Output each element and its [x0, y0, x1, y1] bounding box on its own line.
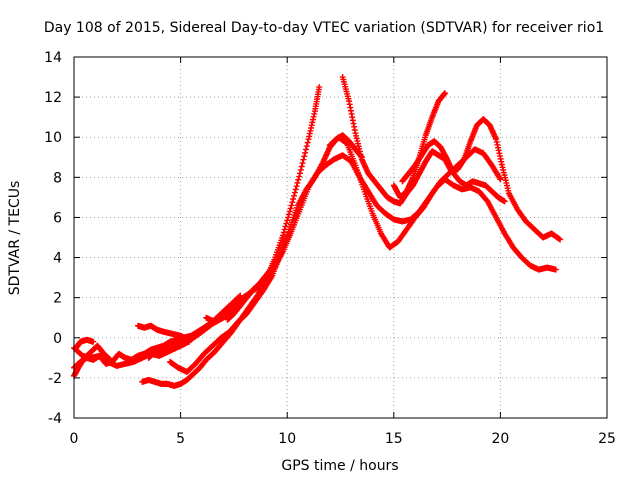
data-point	[279, 232, 286, 239]
x-tick-label: 25	[598, 431, 616, 447]
series-sat-j	[224, 264, 276, 323]
y-axis-label: SDTVAR / TECUs	[7, 181, 23, 296]
data-point	[284, 217, 291, 224]
data-point	[283, 220, 290, 227]
data-point	[296, 170, 303, 177]
y-tick-label: 4	[53, 251, 62, 267]
data-point	[302, 149, 309, 156]
series-sat-g	[145, 338, 193, 361]
axis-tick-labels: 0 5 10 15 20 25 -4 -2 0 2 4 6 8 10 12 14	[44, 50, 616, 447]
x-tick-label: 20	[491, 431, 509, 447]
y-tick-label: 2	[53, 291, 62, 307]
data-point	[299, 160, 306, 167]
series-sat-h	[166, 134, 504, 375]
axis-ticks	[73, 56, 608, 419]
data-point	[285, 211, 292, 218]
y-tick-label: 8	[53, 170, 62, 186]
data-point	[552, 266, 559, 273]
y-tick-label: 10	[44, 130, 62, 146]
data-point	[501, 198, 508, 205]
data-point	[292, 186, 299, 193]
data-point	[557, 236, 564, 243]
data-point	[294, 179, 301, 186]
x-axis-label: GPS time / hours	[281, 458, 398, 474]
x-tick-label: 0	[70, 431, 79, 447]
data-point	[295, 176, 302, 183]
data-point	[90, 338, 97, 345]
data-point	[302, 146, 309, 153]
data-point	[203, 324, 210, 331]
data-points	[71, 74, 564, 389]
data-point	[301, 153, 308, 160]
data-point	[298, 163, 305, 170]
x-tick-label: 15	[385, 431, 403, 447]
data-point	[296, 173, 303, 180]
data-point	[316, 84, 323, 91]
data-point	[288, 202, 295, 209]
y-tick-label: 12	[44, 90, 62, 106]
series-sat-d	[73, 336, 97, 351]
series-sat-n	[399, 138, 508, 205]
chart-title: Day 108 of 2015, Sidereal Day-to-day VTE…	[44, 20, 604, 36]
data-point	[289, 199, 296, 206]
data-point	[303, 143, 310, 150]
data-point	[290, 195, 297, 202]
series-sat-i	[203, 152, 559, 325]
data-point	[497, 176, 504, 183]
data-point	[286, 208, 293, 215]
data-point	[287, 205, 294, 212]
y-tick-label: 6	[53, 210, 62, 226]
x-tick-label: 10	[278, 431, 296, 447]
data-point	[291, 189, 298, 196]
series-sat-l	[326, 132, 365, 161]
y-tick-label: -4	[48, 411, 62, 427]
data-point	[186, 338, 193, 345]
x-tick-label: 5	[176, 431, 185, 447]
data-point	[358, 154, 365, 161]
data-point	[304, 139, 311, 146]
data-point	[441, 90, 448, 97]
y-tick-label: 14	[44, 50, 62, 66]
data-point	[297, 166, 304, 173]
grid-lines	[74, 57, 607, 418]
y-tick-label: 0	[53, 331, 62, 347]
data-point	[291, 192, 298, 199]
data-point	[285, 214, 292, 221]
data-point	[300, 156, 307, 163]
data-point	[269, 264, 276, 271]
data-point	[107, 356, 114, 363]
y-tick-label: -2	[48, 371, 62, 387]
data-point	[293, 183, 300, 190]
series-sat-c	[71, 342, 114, 379]
plot-frame	[73, 56, 608, 419]
